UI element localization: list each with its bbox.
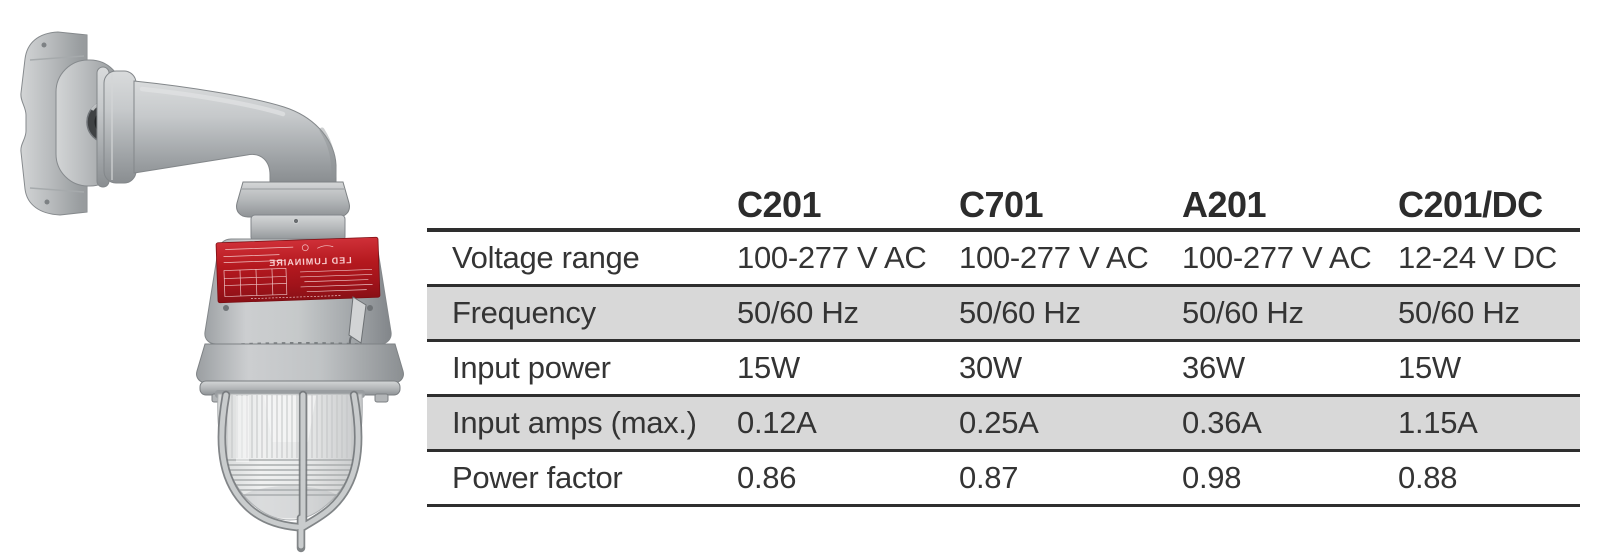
product-photo-explosionproof-luminaire: LED LUMINAIRE — [20, 31, 404, 553]
row-label: Power factor — [452, 460, 623, 495]
spec-value: 0.86 — [737, 460, 797, 495]
spec-value: 100-277 V AC — [737, 240, 927, 275]
mounting-arm — [96, 66, 337, 188]
column-header: C201/DC — [1398, 183, 1543, 225]
table-row: Input power 15W 30W 36W 15W — [427, 342, 1580, 397]
housing-screw — [223, 305, 229, 311]
spec-value: 100-277 V AC — [959, 240, 1149, 275]
spec-value: 15W — [737, 350, 800, 385]
spec-table-header: C201 C701 A201 C201/DC — [427, 175, 1580, 232]
spec-value: 0.12A — [737, 405, 817, 440]
spec-value: 0.36A — [1182, 405, 1262, 440]
table-row: Voltage range 100-277 V AC 100-277 V AC 100… — [427, 232, 1580, 287]
bracket-screw — [44, 199, 50, 205]
spec-value: 50/60 Hz — [737, 295, 859, 330]
spec-value: 1.15A — [1398, 405, 1478, 440]
column-header: A201 — [1182, 183, 1267, 225]
column-header-blank — [427, 199, 733, 205]
spec-value: 50/60 Hz — [1398, 295, 1520, 330]
row-label: Frequency — [452, 295, 596, 330]
column-header: C701 — [959, 183, 1044, 225]
spec-value: 50/60 Hz — [1182, 295, 1304, 330]
table-row: Input amps (max.) 0.12A 0.25A 0.36A 1.15A — [427, 397, 1580, 452]
spec-value: 50/60 Hz — [959, 295, 1081, 330]
table-row: Frequency 50/60 Hz 50/60 Hz 50/60 Hz 50/60 H… — [427, 287, 1580, 342]
glass-globe — [215, 390, 365, 521]
spec-value: 15W — [1398, 350, 1461, 385]
row-label: Input power — [452, 350, 611, 385]
row-label: Voltage range — [452, 240, 640, 275]
guard-tab — [374, 393, 389, 403]
spec-value: 100-277 V AC — [1182, 240, 1372, 275]
spec-value: 0.88 — [1398, 460, 1458, 495]
union-coupling — [236, 181, 350, 242]
wire-guard — [217, 390, 363, 553]
red-nameplate: LED LUMINAIRE — [215, 236, 381, 304]
spec-value: 0.87 — [959, 460, 1019, 495]
spec-value: 36W — [1182, 350, 1245, 385]
spec-value: 12-24 V DC — [1398, 240, 1557, 275]
spec-table: C201 C701 A201 C201/DC Voltage range 100-277… — [427, 175, 1580, 507]
column-header: C201 — [737, 183, 822, 225]
coupling-screw — [293, 218, 299, 224]
table-row: Power factor 0.86 0.87 0.98 0.88 — [427, 452, 1580, 507]
housing-screw — [367, 305, 373, 311]
row-label: Input amps (max.) — [452, 405, 697, 440]
spec-value: 0.25A — [959, 405, 1039, 440]
spec-value: 30W — [959, 350, 1022, 385]
spec-value: 0.98 — [1182, 460, 1242, 495]
nameplate-text: LED LUMINAIRE — [268, 255, 352, 268]
bracket-screw — [41, 42, 47, 48]
